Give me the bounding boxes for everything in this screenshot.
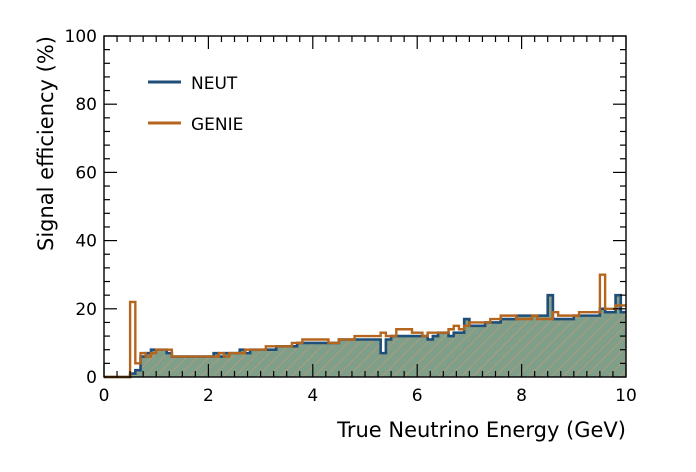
x-tick-label: 6	[412, 386, 423, 406]
x-tick-label: 2	[203, 386, 214, 406]
x-tick-label: 8	[516, 386, 527, 406]
genie-series-line	[104, 273, 626, 379]
plot-area	[104, 273, 626, 379]
neut-area	[104, 295, 626, 377]
legend-neut-label: NEUT	[191, 74, 238, 94]
x-tick-label: 10	[615, 386, 637, 406]
y-tick-label: 60	[75, 163, 97, 183]
y-tick-label: 20	[75, 300, 97, 320]
x-tick-label: 4	[307, 386, 318, 406]
y-tick-label: 40	[75, 232, 97, 252]
y-tick-label: 100	[65, 27, 97, 47]
y-axis-title: Signal efficiency (%)	[34, 36, 58, 251]
x-tick-label: 0	[99, 386, 110, 406]
legend: NEUT GENIE	[148, 74, 243, 135]
y-tick-label: 80	[75, 95, 97, 115]
x-axis-title: True Neutrino Energy (GeV)	[336, 418, 626, 442]
legend-genie-label: GENIE	[191, 115, 243, 135]
y-tick-label: 0	[86, 368, 97, 388]
